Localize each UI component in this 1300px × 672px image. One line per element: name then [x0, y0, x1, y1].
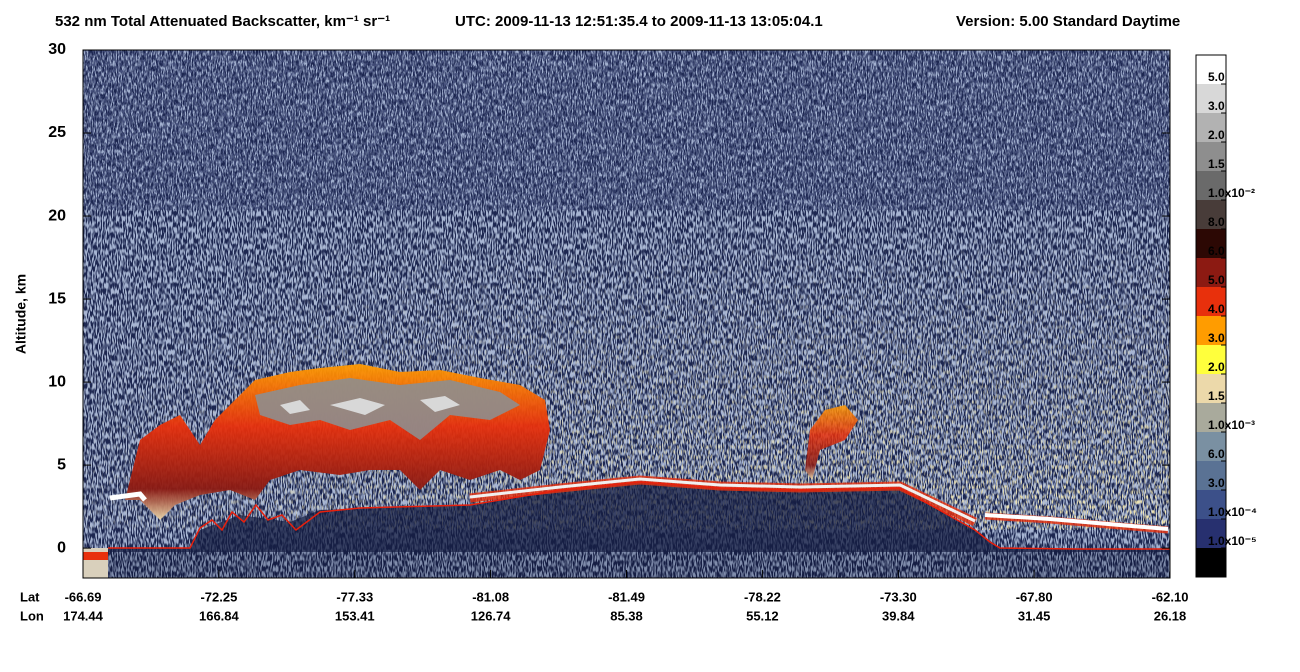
y-tick-label: 30 — [48, 41, 66, 58]
noise — [83, 50, 1170, 210]
y-axis-label: Altitude, km — [13, 274, 29, 354]
lat-label: -77.33 — [336, 589, 373, 604]
colorbar-label: 5.0 — [1208, 273, 1225, 287]
version: Version: 5.00 Standard Daytime — [956, 13, 1180, 30]
lon-label: 153.41 — [335, 608, 375, 623]
cloud-core — [255, 378, 520, 440]
chart-title: 532 nm Total Attenuated Backscatter, km⁻… — [55, 13, 390, 30]
colorbar-label: 1.0x10⁻⁵ — [1208, 534, 1257, 548]
colorbar-swatch — [1196, 84, 1226, 113]
colorbar-swatch — [1196, 258, 1226, 287]
y-tick-label: 5 — [57, 456, 66, 473]
lat-label: -81.08 — [472, 589, 509, 604]
colorbar-label: 3.0 — [1208, 99, 1225, 113]
colorbar-label: 1.5 — [1208, 389, 1225, 403]
lon-title: Lon — [20, 608, 44, 623]
colorbar-swatch — [1196, 287, 1226, 316]
y-tick-label: 15 — [48, 290, 66, 307]
colorbar-label: 1.0x10⁻⁴ — [1208, 505, 1257, 519]
lat-label: -62.10 — [1152, 589, 1189, 604]
lon-label: 39.84 — [882, 608, 915, 623]
lat-label: -72.25 — [200, 589, 237, 604]
colorbar-swatch — [1196, 403, 1226, 432]
colorbar-label: 1.5 — [1208, 157, 1225, 171]
curtain — [83, 50, 1170, 578]
lon-label: 166.84 — [199, 608, 240, 623]
colorbar-label: 1.0x10⁻² — [1208, 186, 1255, 200]
colorbar-label: 3.0 — [1208, 331, 1225, 345]
lat-label: -78.22 — [744, 589, 781, 604]
colorbar-swatch — [1196, 113, 1226, 142]
colorbar-label: 2.0 — [1208, 128, 1225, 142]
surface-return — [109, 491, 147, 502]
colorbar-label: 6.0 — [1208, 447, 1225, 461]
colorbar-label: 6.0 — [1208, 244, 1225, 258]
lon-label: 85.38 — [610, 608, 643, 623]
y-tick-label: 0 — [57, 539, 66, 556]
time-range: UTC: 2009-11-13 12:51:35.4 to 2009-11-13… — [455, 13, 823, 30]
colorbar-label: 3.0 — [1208, 476, 1225, 490]
lat-title: Lat — [20, 589, 40, 604]
colorbar-swatch — [1196, 142, 1226, 171]
colorbar-swatch — [1196, 519, 1226, 548]
colorbar-swatch — [1196, 200, 1226, 229]
colorbar-label: 2.0 — [1208, 360, 1225, 374]
colorbar-label: 1.0x10⁻³ — [1208, 418, 1255, 432]
colorbar-label: 5.0 — [1208, 70, 1225, 84]
cloud-core — [280, 396, 460, 415]
surface-return — [984, 513, 1169, 531]
lon-label: 31.45 — [1018, 608, 1051, 623]
lat-label: -67.80 — [1016, 589, 1053, 604]
lon-label: 26.18 — [1154, 608, 1187, 623]
y-tick-label: 10 — [48, 373, 66, 390]
colorbar-swatch — [1196, 229, 1226, 258]
lat-label: -73.30 — [880, 589, 917, 604]
lon-label: 174.44 — [63, 608, 104, 623]
y-tick-label: 25 — [48, 124, 66, 141]
surface-return — [469, 477, 976, 523]
colorbar-swatch — [1196, 55, 1226, 84]
lat-label: -66.69 — [65, 589, 102, 604]
colorbar-swatch — [1196, 490, 1226, 519]
y-tick-label: 20 — [48, 207, 66, 224]
lon-label: 55.12 — [746, 608, 779, 623]
colorbar-swatch — [1196, 316, 1226, 345]
colorbar-swatch — [1196, 345, 1226, 374]
colorbar-label: 8.0 — [1208, 215, 1225, 229]
colorbar-swatch — [1196, 548, 1226, 577]
colorbar-swatch — [1196, 374, 1226, 403]
colorbar-swatch — [1196, 461, 1226, 490]
cloud — [805, 405, 858, 480]
noise — [108, 552, 1170, 578]
colorbar-label: 4.0 — [1208, 302, 1225, 316]
lon-label: 126.74 — [471, 608, 512, 623]
surface-strip — [83, 552, 108, 560]
surface-line — [108, 481, 1170, 550]
colorbar-swatch — [1196, 171, 1226, 200]
colorbar-swatch — [1196, 432, 1226, 461]
lat-label: -81.49 — [608, 589, 645, 604]
